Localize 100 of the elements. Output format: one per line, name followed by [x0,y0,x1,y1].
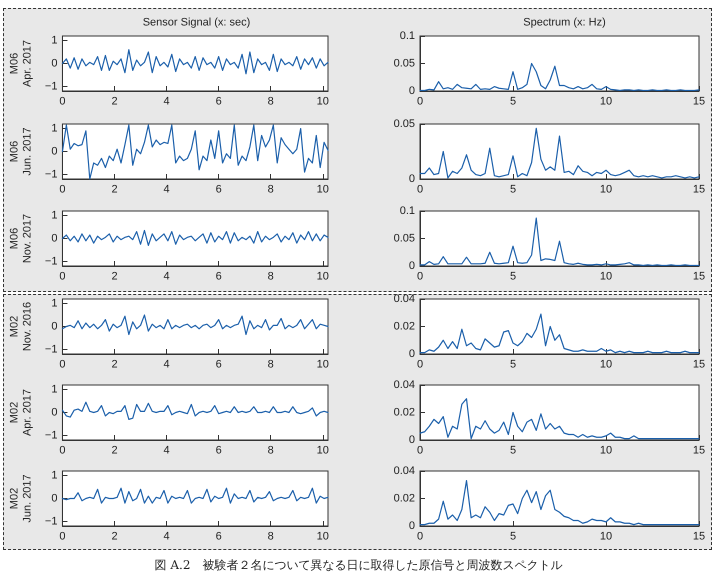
y-tick-label: 1 [51,384,58,396]
x-tick-label: 2 [111,358,118,370]
x-tick-label: 0 [416,444,424,456]
y-tick-label: −1 [44,343,58,356]
x-tick-label: 5 [510,444,516,456]
y-tick-label: 0 [408,520,415,532]
y-tick-label: 1 [51,470,58,482]
x-tick-label: 2 [111,184,118,196]
x-tick-label: 0 [59,270,66,282]
y-tick-label: 0 [51,58,58,70]
line-series [62,402,329,420]
x-tick-label: 0 [59,530,66,542]
x-tick-label: 5 [510,358,516,370]
y-tick-label: 0.04 [394,293,415,305]
text: 図 A.2 被験者２名について異なる日に取得した原信号と周波数スペクトル [154,557,564,574]
y-tick-label: 0 [408,348,415,360]
y-tick-label: −1 [44,168,58,180]
x-tick-label: 6 [216,444,222,456]
y-tick-label: −1 [44,515,58,528]
x-tick-label: 10 [600,270,612,282]
x-tick-label: 8 [268,358,274,370]
x-tick-label: 0 [416,530,424,542]
x-tick-label: 8 [268,530,274,542]
x-tick-label: 15 [692,270,706,282]
x-tick-label: 5 [510,530,516,542]
y-tick-label: 0.02 [394,320,415,332]
y-tick-label: 0 [51,492,58,504]
y-tick-label: −1 [44,255,58,268]
x-tick-label: 0 [59,444,66,456]
x-tick-label: 6 [216,184,222,196]
y-tick-label: 0.1 [400,30,415,42]
x-tick-label: 10 [316,358,329,370]
x-tick-label: 4 [164,184,170,196]
y-tick-label: 0 [408,260,415,272]
y-tick-label: 1 [51,210,58,222]
y-tick-label: −1 [44,80,58,92]
x-tick-label: 2 [111,270,118,282]
x-tick-label: 0 [416,358,424,370]
x-tick-label: 6 [216,358,222,370]
y-tick-label: 0.1 [400,205,415,217]
x-tick-label: 5 [510,96,516,108]
x-tick-label: 0 [416,96,424,108]
x-tick-label: 15 [692,530,706,542]
chart-title: Spectrum (x: Hz) [523,16,606,28]
y-tick-label: 0.02 [394,492,415,504]
y-tick-label: 0.05 [394,58,415,70]
line-series [419,128,700,178]
x-tick-label: 4 [164,358,170,370]
x-tick-label: 2 [111,530,118,542]
x-tick-label: 4 [164,444,170,456]
y-tick-label: 1 [51,122,58,135]
x-tick-label: 10 [316,270,329,282]
y-tick-label: 0 [51,406,58,418]
y-tick-label: 0 [51,146,58,158]
y-tick-label: 0 [408,85,415,97]
x-tick-label: 4 [164,530,170,542]
y-tick-label: 0 [408,173,415,185]
x-tick-label: 15 [692,444,706,456]
x-tick-label: 0 [416,270,424,282]
line-series [62,488,329,504]
x-tick-label: 10 [600,444,612,456]
x-tick-label: 6 [216,96,222,108]
x-tick-label: 10 [316,96,329,108]
y-tick-label: 0 [51,320,58,332]
y-tick-label: 0 [51,232,58,244]
x-tick-label: 10 [316,184,329,196]
x-tick-label: 0 [59,358,66,370]
y-axis-title: M02 Nov. 2016 [8,302,34,352]
x-tick-label: 2 [111,444,118,456]
x-tick-label: 5 [510,270,516,282]
y-tick-label: 0.05 [394,232,415,244]
x-tick-label: 4 [164,270,170,282]
line-series [62,49,329,74]
x-tick-label: 5 [510,184,516,196]
line-series [62,314,329,336]
x-tick-label: 10 [316,444,329,456]
y-axis-title: M06 Jun. 2017 [8,127,34,176]
y-tick-label: −1 [44,429,58,442]
x-tick-label: 4 [164,96,170,108]
x-tick-label: 8 [268,270,274,282]
y-axis-title: M02 Apr. 2017 [8,388,34,436]
chart-title: Sensor Signal (x: sec) [142,16,250,28]
y-tick-label: 0 [408,434,415,446]
x-tick-label: 2 [111,96,118,108]
x-tick-label: 10 [600,358,612,370]
y-tick-label: 0.05 [394,118,415,130]
x-tick-label: 10 [600,530,612,542]
x-tick-label: 8 [268,184,274,196]
x-tick-label: 6 [216,270,222,282]
y-tick-label: 0.04 [394,465,415,477]
y-axis-title: M02 Jun. 2017 [8,474,34,523]
y-tick-label: 0.04 [394,379,415,391]
x-tick-label: 8 [268,96,274,108]
line-series [62,230,329,246]
x-tick-label: 6 [216,530,222,542]
line-series [62,124,329,180]
y-tick-label: 1 [51,34,58,47]
y-tick-label: 1 [51,298,58,310]
x-tick-label: 15 [692,358,706,370]
y-tick-label: 0.02 [394,406,415,418]
